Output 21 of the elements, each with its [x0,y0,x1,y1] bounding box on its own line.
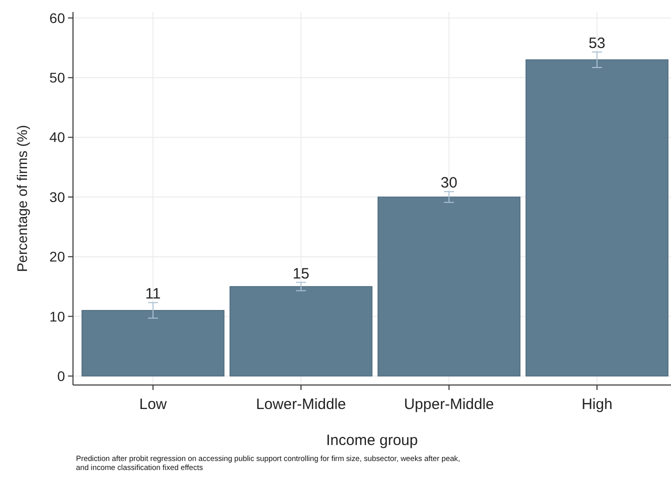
y-tick-label: 30 [49,188,66,205]
y-tick-label: 40 [49,129,66,146]
x-tick-label: Low [139,396,167,413]
y-tick-label: 0 [57,368,66,384]
y-tick-label: 10 [49,308,66,324]
y-axis-title: Percentage of firms (%) [14,124,30,272]
data-label: 53 [588,34,606,52]
data-label: 30 [440,174,458,192]
x-tick-label: Lower-Middle [256,396,346,413]
x-tick-label: Upper-Middle [404,396,494,413]
y-tick-label: 50 [49,70,66,86]
data-label: 11 [145,286,161,303]
bar [82,310,224,376]
y-tick-label: 20 [49,248,66,265]
bar [378,196,520,376]
bar [230,286,372,376]
x-tick-label: High [582,396,612,413]
y-tick-label: 60 [49,10,66,26]
data-label: 15 [292,265,310,282]
x-axis-title: Income group [326,432,418,449]
bar [526,59,668,376]
